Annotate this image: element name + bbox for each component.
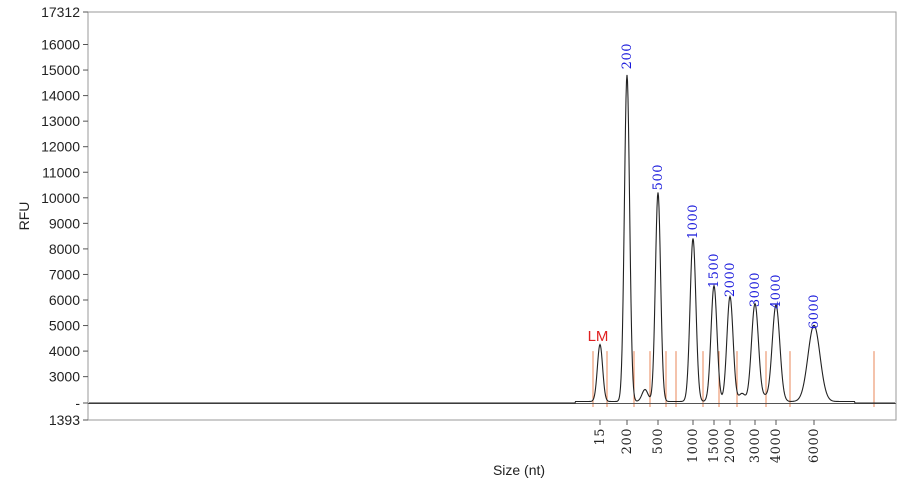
peak-label: 200 <box>620 43 635 69</box>
peak-label: 3000 <box>748 272 763 307</box>
peak-label-lm: LM <box>588 328 609 345</box>
y-tick-label: 16000 <box>41 37 80 53</box>
peak-label: 2000 <box>723 262 738 297</box>
y-tick-label: 10000 <box>41 190 80 206</box>
y-tick-label: 1393 <box>49 412 80 428</box>
peak-label: 1500 <box>707 253 722 288</box>
peak-labels: LM 200 500 1000 1500 2000 3000 4000 6000 <box>588 43 822 345</box>
peak-label: 500 <box>651 164 666 190</box>
y-tick-label: 12000 <box>41 139 80 155</box>
rfu-trace <box>89 74 895 404</box>
x-axis: 15 200 500 1000 1500 2000 3000 4000 6000 <box>593 420 822 463</box>
y-axis-title: RFU <box>16 202 32 231</box>
y-tick-label: 13000 <box>41 113 80 129</box>
plot-area <box>87 11 897 421</box>
y-tick-label: 8000 <box>49 241 80 257</box>
x-tick-label: 500 <box>651 428 666 454</box>
x-tick-label: 1500 <box>707 428 722 463</box>
y-axis: 17312 16000 15000 14000 13000 12000 11000 10000… <box>41 4 88 428</box>
y-tick-label: 6000 <box>49 292 80 308</box>
y-tick-label: 15000 <box>41 62 80 78</box>
y-tick-label: 4000 <box>49 343 80 359</box>
x-tick-label: 4000 <box>769 428 784 463</box>
x-tick-label: 6000 <box>807 428 822 463</box>
x-tick-label: 1000 <box>686 428 701 463</box>
x-tick-label: 3000 <box>748 428 763 463</box>
y-tick-label: - <box>75 395 80 411</box>
y-tick-label: 3000 <box>49 369 80 385</box>
x-axis-title: Size (nt) <box>493 462 545 478</box>
x-tick-label: 200 <box>620 428 635 454</box>
peak-label: 1000 <box>686 204 701 239</box>
peak-label: 6000 <box>807 294 822 329</box>
x-tick-label: 2000 <box>723 428 738 463</box>
peak-label: 4000 <box>769 274 784 309</box>
y-tick-label: 17312 <box>41 4 80 20</box>
y-tick-label: 14000 <box>41 88 80 104</box>
x-tick-label: 15 <box>593 428 608 446</box>
y-tick-label: 11000 <box>42 164 80 180</box>
y-tick-label: 5000 <box>49 318 80 334</box>
y-tick-label: 7000 <box>49 266 80 282</box>
y-tick-label: 9000 <box>49 215 80 231</box>
